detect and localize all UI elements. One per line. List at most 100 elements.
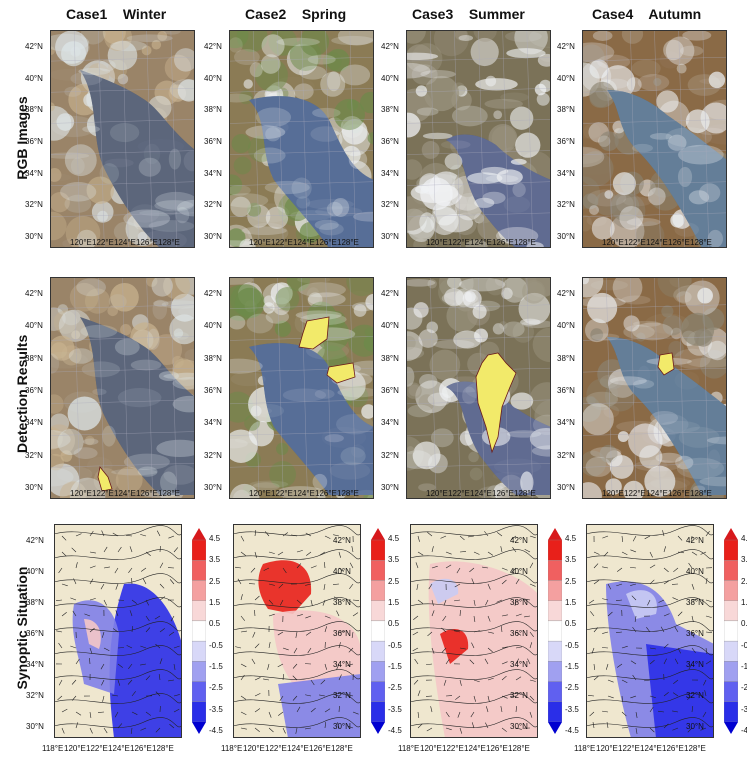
- latitude-label: 36°N: [510, 629, 528, 638]
- season-label: Winter: [122, 6, 167, 22]
- latitude-label: 42°N: [25, 42, 43, 51]
- longitude-label: 120°E: [249, 489, 271, 498]
- longitude-label: 126°E: [492, 489, 514, 498]
- longitude-label: 120°E: [602, 489, 624, 498]
- longitude-label: 126°E: [486, 744, 508, 753]
- panel-graphic: [582, 30, 727, 248]
- colorbar-tick-label: -2.5: [565, 683, 579, 693]
- synoptic-map-1: [54, 524, 182, 738]
- colorbar-tick-label: 1.5: [209, 598, 221, 607]
- anomaly-region: [109, 583, 182, 738]
- panel-graphic: [406, 30, 551, 248]
- anomaly-region: [440, 629, 469, 664]
- longitude-label: 128°E: [337, 238, 359, 247]
- latitude-label: 30°N: [25, 232, 43, 241]
- season-label: Spring: [301, 6, 347, 22]
- colorbar-tick-label: -0.5: [388, 640, 402, 650]
- longitude-label: 122°E: [618, 744, 640, 753]
- detection-image-3: [406, 277, 551, 499]
- latitude-label: 42°N: [557, 289, 575, 298]
- latitude-label: 38°N: [26, 598, 44, 607]
- latitude-label: 34°N: [557, 168, 575, 178]
- longitude-label: 122°E: [442, 744, 464, 753]
- latitude-label: 34°N: [510, 660, 528, 669]
- colorbar-tick-label: 3.5: [565, 555, 577, 565]
- latitude-label: 42°N: [381, 42, 399, 51]
- latitude-label: 40°N: [204, 73, 222, 83]
- latitude-label: 32°N: [25, 450, 43, 460]
- latitude-label: 42°N: [557, 42, 575, 51]
- latitude-label: 34°N: [333, 660, 351, 669]
- longitude-label: 128°E: [508, 744, 530, 753]
- latitude-label: 30°N: [510, 722, 528, 731]
- longitude-label: 122°E: [265, 744, 287, 753]
- latitude-label: 42°N: [686, 536, 704, 545]
- longitude-label: 118°E: [398, 744, 420, 753]
- latitude-label: 36°N: [204, 386, 222, 395]
- longitude-label: 126°E: [309, 744, 331, 753]
- latitude-label: 40°N: [333, 567, 351, 576]
- colorbar-tick-label: -1.5: [209, 662, 223, 671]
- detected-fog-region: [97, 466, 113, 492]
- panel-graphic: [410, 524, 538, 738]
- longitude-label: 120°E: [70, 238, 92, 247]
- longitude-label: 124°E: [108, 744, 130, 753]
- latitude-label: 30°N: [204, 483, 222, 492]
- longitude-label: 124°E: [470, 489, 492, 498]
- longitude-label: 122°E: [271, 489, 293, 498]
- longitude-label: 126°E: [315, 238, 337, 247]
- latitude-label: 32°N: [204, 200, 222, 210]
- longitude-label: 120°E: [426, 238, 448, 247]
- colorbar-tick-label: -4.5: [388, 726, 402, 735]
- latitude-label: 36°N: [381, 386, 399, 395]
- colorbar-tick-label: 3.5: [209, 555, 221, 565]
- longitude-label: 120°E: [249, 238, 271, 247]
- colorbar-tick-label: 1.5: [388, 598, 400, 607]
- latitude-label: 30°N: [557, 232, 575, 241]
- detection-image-2: [229, 277, 374, 499]
- latitude-label: 42°N: [204, 42, 222, 51]
- longitude-label: 124°E: [640, 744, 662, 753]
- longitude-label: 122°E: [624, 489, 646, 498]
- latitude-label: 40°N: [26, 567, 44, 576]
- colorbar-tick-label: 4.5: [741, 534, 747, 543]
- latitude-label: 38°N: [510, 598, 528, 607]
- colorbar: [371, 528, 385, 734]
- rgb-image-1: [50, 30, 195, 248]
- longitude-label: 128°E: [158, 489, 180, 498]
- panel-graphic: [582, 277, 727, 499]
- latitude-label: 30°N: [25, 483, 43, 492]
- latitude-label: 30°N: [26, 722, 44, 731]
- latitude-label: 32°N: [25, 200, 43, 210]
- latitude-label: 38°N: [381, 105, 399, 115]
- panel-graphic: [586, 524, 714, 738]
- colorbar-tick-label: -3.5: [388, 704, 402, 714]
- latitude-label: 32°N: [26, 691, 44, 700]
- latitude-label: 34°N: [381, 168, 399, 178]
- latitude-label: 42°N: [510, 536, 528, 545]
- longitude-label: 124°E: [293, 489, 315, 498]
- longitude-label: 126°E: [492, 238, 514, 247]
- colorbar-tick-label: 2.5: [741, 576, 747, 586]
- panel-graphic: [54, 524, 182, 738]
- latitude-label: 34°N: [686, 660, 704, 669]
- latitude-label: 34°N: [26, 660, 44, 669]
- latitude-label: 40°N: [25, 73, 43, 83]
- latitude-label: 40°N: [510, 567, 528, 576]
- latitude-label: 36°N: [25, 386, 43, 395]
- detected-fog-region: [657, 352, 675, 376]
- latitude-label: 32°N: [510, 691, 528, 700]
- detected-fog-region: [298, 316, 356, 384]
- colorbar-tick-label: 4.5: [209, 534, 221, 543]
- colorbar-tick-label: -4.5: [209, 726, 223, 735]
- case-label: Case2: [245, 6, 287, 22]
- rgb-image-4: [582, 30, 727, 248]
- panel-graphic: [229, 30, 374, 248]
- longitude-label: 124°E: [287, 744, 309, 753]
- colorbar-tick-label: -1.5: [388, 662, 402, 671]
- longitude-label: 128°E: [337, 489, 359, 498]
- colorbar-tick-label: 2.5: [565, 576, 577, 586]
- latitude-label: 34°N: [557, 418, 575, 428]
- longitude-label: 126°E: [315, 489, 337, 498]
- rgb-image-2: [229, 30, 374, 248]
